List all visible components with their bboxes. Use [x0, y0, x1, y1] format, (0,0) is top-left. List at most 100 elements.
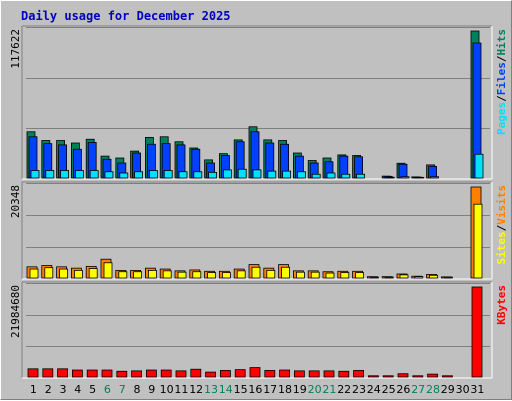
bar-pages [415, 176, 425, 179]
x-axis-day-label: 12 [189, 383, 203, 396]
x-axis-day-label: 21 [322, 383, 336, 396]
bar-kbytes [190, 368, 202, 378]
bar-sites [384, 276, 394, 279]
bar-kbytes [131, 370, 143, 378]
x-axis-day-label: 11 [174, 383, 188, 396]
legend-visits-sites: Sites/Visits [495, 185, 508, 265]
panel-visits-sites-frame-bg [22, 182, 492, 279]
legend-entry: Sites [495, 231, 508, 264]
bar-pages [148, 170, 158, 179]
bar-pages [267, 170, 277, 179]
bar-pages [252, 169, 262, 179]
bar-kbytes [293, 370, 305, 378]
bar-kbytes [471, 286, 483, 378]
bar-pages [356, 173, 366, 179]
x-axis-day-label: 28 [426, 383, 440, 396]
bar-kbytes [205, 371, 217, 378]
bar-kbytes [308, 370, 320, 378]
bar-pages [89, 170, 99, 179]
legend-entry: Visits [495, 185, 508, 225]
bar-pages [326, 172, 336, 179]
legend-kbytes: KBytes [495, 285, 508, 325]
panel-hits-files-pages-plot: 117622 Pages/Files/Hits [9, 27, 508, 179]
bar-sites [340, 272, 350, 279]
bar-pages [60, 170, 69, 179]
x-axis-day-label: 24 [367, 383, 381, 396]
legend-entry: / [495, 95, 508, 102]
bar-pages [134, 171, 144, 179]
bar-sites [281, 266, 291, 279]
bar-kbytes [397, 373, 409, 378]
x-axis-day-label: 3 [60, 383, 67, 396]
x-axis-day-label: 25 [382, 383, 396, 396]
x-axis-day-label: 7 [119, 383, 126, 396]
x-axis-day-label: 16 [248, 383, 262, 396]
bar-pages [474, 153, 484, 179]
x-axis-day-label: 4 [74, 383, 81, 396]
x-axis-day-label: 13 [204, 383, 218, 396]
bar-sites [44, 267, 54, 279]
bar-pages [222, 169, 232, 179]
bar-kbytes [323, 370, 335, 378]
panel-visits-sites-frame [21, 181, 493, 280]
bar-sites [295, 271, 305, 279]
bar-kbytes [116, 370, 128, 378]
panel-kbytes-frame [21, 281, 493, 379]
bar-kbytes [101, 369, 113, 378]
y-axis-max-label: 20348 [9, 185, 22, 218]
bar-pages [119, 172, 129, 179]
bar-sites [59, 268, 68, 279]
bar-sites [74, 269, 83, 279]
bar-sites [443, 276, 453, 279]
x-axis-day-label: 19 [293, 383, 307, 396]
legend-entry: Files [495, 62, 508, 95]
bar-kbytes [42, 368, 54, 378]
bar-sites [414, 276, 424, 279]
bar-sites [177, 271, 187, 279]
x-axis-day-label: 20 [308, 383, 322, 396]
x-axis-day-label: 17 [263, 383, 277, 396]
bar-files [398, 163, 408, 179]
bar-sites [207, 272, 217, 279]
bar-pages [193, 171, 203, 179]
bar-kbytes [160, 369, 172, 378]
x-axis-day-label: 22 [337, 383, 351, 396]
bar-pages [311, 173, 321, 179]
bar-pages [385, 176, 395, 179]
bar-pages [341, 173, 351, 179]
x-axis-day-label: 8 [134, 383, 141, 396]
bar-kbytes [234, 369, 246, 378]
x-axis-day-label: 30 [456, 383, 470, 396]
x-axis-day-label: 14 [219, 383, 233, 396]
bar-kbytes [57, 368, 68, 378]
bar-sites [88, 268, 98, 279]
bar-kbytes [175, 370, 187, 378]
bar-sites [133, 271, 143, 279]
x-axis-day-label: 18 [278, 383, 292, 396]
legend-hits-files-pages: Pages/Files/Hits [495, 29, 508, 135]
bar-sites [399, 274, 409, 279]
bar-kbytes [427, 373, 439, 378]
bar-kbytes [219, 370, 231, 378]
bar-pages [30, 170, 40, 179]
x-axis-day-label: 26 [396, 383, 410, 396]
panel-kbytes-plot: 21984680 KBytes [9, 283, 508, 378]
bar-sites [192, 271, 202, 279]
bar-files [428, 165, 438, 179]
x-axis-day-label: 23 [352, 383, 366, 396]
bar-kbytes [27, 368, 39, 378]
x-axis-day-label: 10 [160, 383, 174, 396]
bar-kbytes [264, 370, 276, 378]
x-axis-day-label: 29 [441, 383, 455, 396]
panel-kbytes-frame-bg [22, 282, 492, 378]
bar-kbytes [441, 375, 453, 378]
bar-pages [237, 168, 247, 179]
legend-entry: / [495, 55, 508, 62]
bar-kbytes [145, 369, 157, 378]
bar-pages [296, 171, 306, 179]
bar-pages [104, 171, 114, 179]
bar-sites [118, 271, 128, 279]
y-axis-max-label: 117622 [9, 29, 22, 69]
bar-pages [163, 170, 173, 179]
